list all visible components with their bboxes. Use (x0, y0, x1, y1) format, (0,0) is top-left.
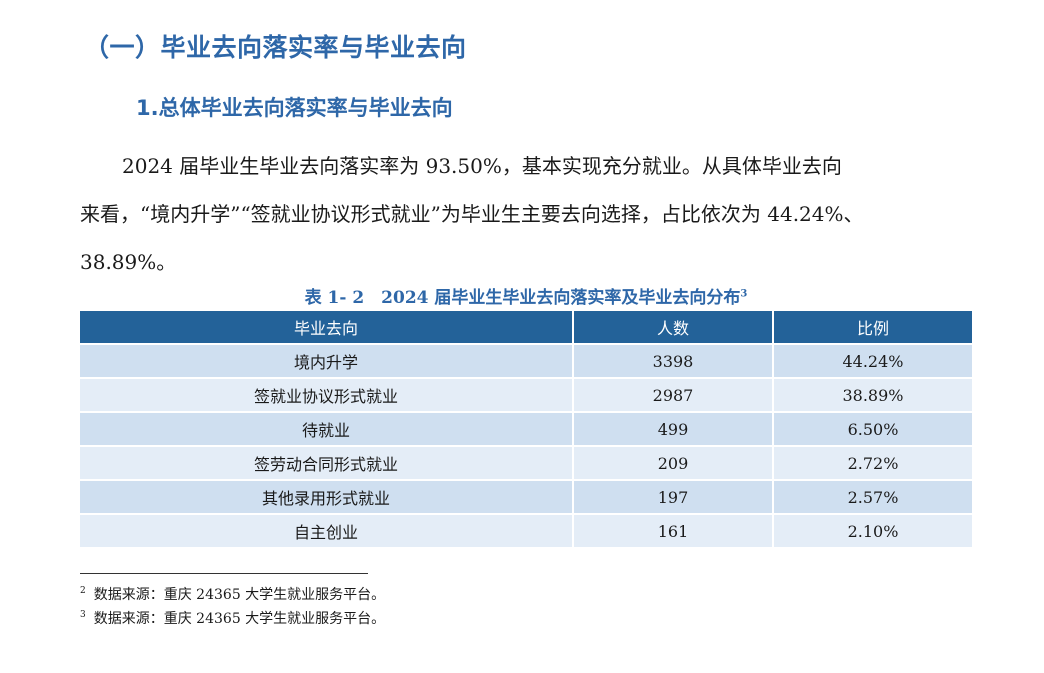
column-header-destination: 毕业去向 (80, 311, 574, 343)
cell-count: 3398 (574, 343, 774, 377)
cell-ratio: 2.10% (774, 513, 972, 547)
cell-destination: 境内升学 (80, 343, 574, 377)
footnote-marker: 2 (80, 586, 86, 597)
table-caption: 表 1- 2 2024 届毕业生毕业去向落实率及毕业去向分布3 (80, 283, 972, 308)
paragraph-line: 2024 届毕业生毕业去向落实率为 93.50%，基本实现充分就业。从具体毕业去… (122, 154, 842, 178)
footnote-marker: 3 (80, 610, 86, 621)
footnote-ref: 3 (740, 288, 748, 300)
cell-count: 499 (574, 411, 774, 445)
cell-count: 161 (574, 513, 774, 547)
destination-table: 毕业去向 人数 比例 境内升学 3398 44.24% 签就业协议形式就业 29… (80, 311, 972, 547)
cell-count: 209 (574, 445, 774, 479)
cell-destination: 其他录用形式就业 (80, 479, 574, 513)
footnote-divider (80, 573, 368, 574)
sub-heading: 1.总体毕业去向落实率与毕业去向 (136, 96, 453, 120)
body-paragraph: 2024 届毕业生毕业去向落实率为 93.50%，基本实现充分就业。从具体毕业去… (80, 142, 980, 286)
cell-destination: 待就业 (80, 411, 574, 445)
column-header-count: 人数 (574, 311, 774, 343)
table-row: 签就业协议形式就业 2987 38.89% (80, 377, 972, 411)
cell-destination: 签就业协议形式就业 (80, 377, 574, 411)
cell-destination: 自主创业 (80, 513, 574, 547)
footnote: 2 数据来源：重庆 24365 大学生就业服务平台。 (80, 584, 385, 604)
cell-ratio: 2.72% (774, 445, 972, 479)
footnote-text: 数据来源：重庆 24365 大学生就业服务平台。 (93, 587, 386, 603)
column-header-ratio: 比例 (774, 311, 972, 343)
section-heading: （一）毕业去向落实率与毕业去向 (84, 33, 467, 62)
cell-count: 2987 (574, 377, 774, 411)
table-row: 签劳动合同形式就业 209 2.72% (80, 445, 972, 479)
footnote: 3 数据来源：重庆 24365 大学生就业服务平台。 (80, 608, 385, 628)
table-header-row: 毕业去向 人数 比例 (80, 311, 972, 343)
table-row: 其他录用形式就业 197 2.57% (80, 479, 972, 513)
table-row: 自主创业 161 2.10% (80, 513, 972, 547)
table-row: 待就业 499 6.50% (80, 411, 972, 445)
cell-ratio: 38.89% (774, 377, 972, 411)
table-row: 境内升学 3398 44.24% (80, 343, 972, 377)
cell-ratio: 44.24% (774, 343, 972, 377)
cell-ratio: 6.50% (774, 411, 972, 445)
table-caption-text: 表 1- 2 2024 届毕业生毕业去向落实率及毕业去向分布 (304, 288, 741, 308)
cell-count: 197 (574, 479, 774, 513)
cut-off-previous-text (84, 0, 844, 4)
cell-destination: 签劳动合同形式就业 (80, 445, 574, 479)
paragraph-line: 38.89%。 (80, 250, 177, 274)
footnote-text: 数据来源：重庆 24365 大学生就业服务平台。 (93, 611, 386, 627)
cell-ratio: 2.57% (774, 479, 972, 513)
paragraph-line: 来看，“境内升学”“签就业协议形式就业”为毕业生主要去向选择，占比依次为 44.… (80, 202, 864, 226)
